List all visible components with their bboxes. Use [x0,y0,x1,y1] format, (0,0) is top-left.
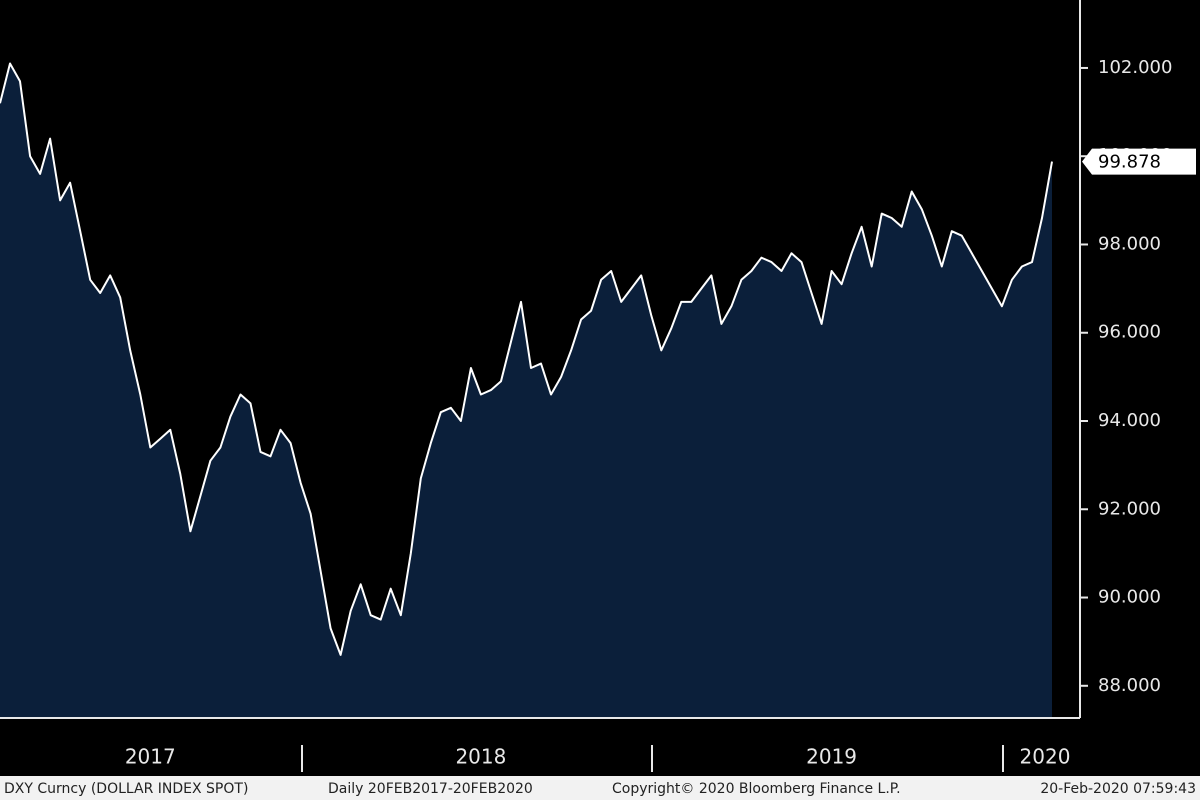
plot-area [0,62,1053,718]
line [0,62,1053,656]
footer-copyright: Copyright© 2020 Bloomberg Finance L.P. [612,781,901,797]
footer-range: Daily 20FEB2017-20FEB2020 [328,781,533,797]
y-tick-label: 92.000 [1098,498,1161,519]
footer-bar [0,776,1200,800]
area [0,63,1052,718]
y-tick-label: 94.000 [1098,410,1161,431]
last-value-tag [1082,148,1196,175]
last-value-label: 99.878 [1098,152,1161,173]
y-tick-label: 88.000 [1098,675,1161,696]
footer-ticker: DXY Curncy (DOLLAR INDEX SPOT) [4,781,248,797]
footer-timestamp: 20-Feb-2020 07:59:43 [1040,781,1196,797]
x-tick-label: 2019 [806,745,857,769]
x-tick-label: 2020 [1020,745,1071,769]
y-tick-label: 90.000 [1098,587,1161,608]
x-tick-label: 2017 [125,745,176,769]
y-tick-label: 102.000 [1098,57,1172,78]
y-tick-label: 96.000 [1098,322,1161,343]
y-tick-label: 98.000 [1098,233,1161,254]
x-tick-label: 2018 [455,745,506,769]
